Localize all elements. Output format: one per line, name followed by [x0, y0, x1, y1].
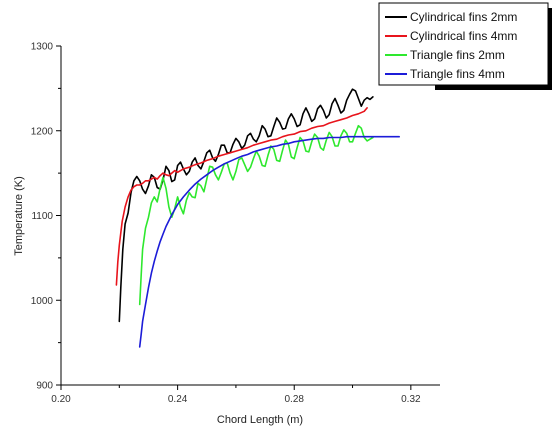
x-axis-title: Chord Length (m): [217, 414, 303, 426]
y-axis-title: Temperature (K): [13, 176, 25, 255]
series-line-3: [138, 124, 374, 306]
x-tick-label: 0.20: [51, 394, 71, 405]
legend-shadow-right: [547, 8, 552, 88]
legend-label: Cylindrical fins 4mm: [410, 29, 517, 43]
series-line-2: [115, 107, 368, 286]
y-tick-label: 1000: [31, 296, 54, 307]
ticks-layer: 0.20 0.24 0.28 0.32 900 1000 1100 1200 1300: [31, 42, 421, 406]
series-line-1: [118, 88, 374, 323]
legend-entries: Cylindrical fins 2mm Cylindrical fins 4mm…: [385, 10, 517, 81]
legend-label: Triangle fins 4mm: [410, 67, 505, 81]
x-tick-label: 0.24: [168, 394, 188, 405]
legend-box: [378, 2, 549, 86]
legend-label: Triangle fins 2mm: [410, 48, 505, 62]
y-tick-label: 1300: [31, 42, 54, 53]
y-tick-label: 1200: [31, 126, 54, 137]
x-tick-label: 0.28: [284, 394, 304, 405]
y-tick-label: 1100: [31, 211, 53, 222]
x-tick-label: 0.32: [401, 394, 421, 405]
series-line-4: [138, 135, 401, 348]
legend-label: Cylindrical fins 2mm: [410, 10, 517, 24]
legend-shadow-bottom: [435, 84, 552, 90]
legend: Cylindrical fins 2mm Cylindrical fins 4mm…: [378, 2, 552, 90]
series-layer: [115, 88, 401, 348]
y-tick-label: 900: [36, 381, 53, 392]
